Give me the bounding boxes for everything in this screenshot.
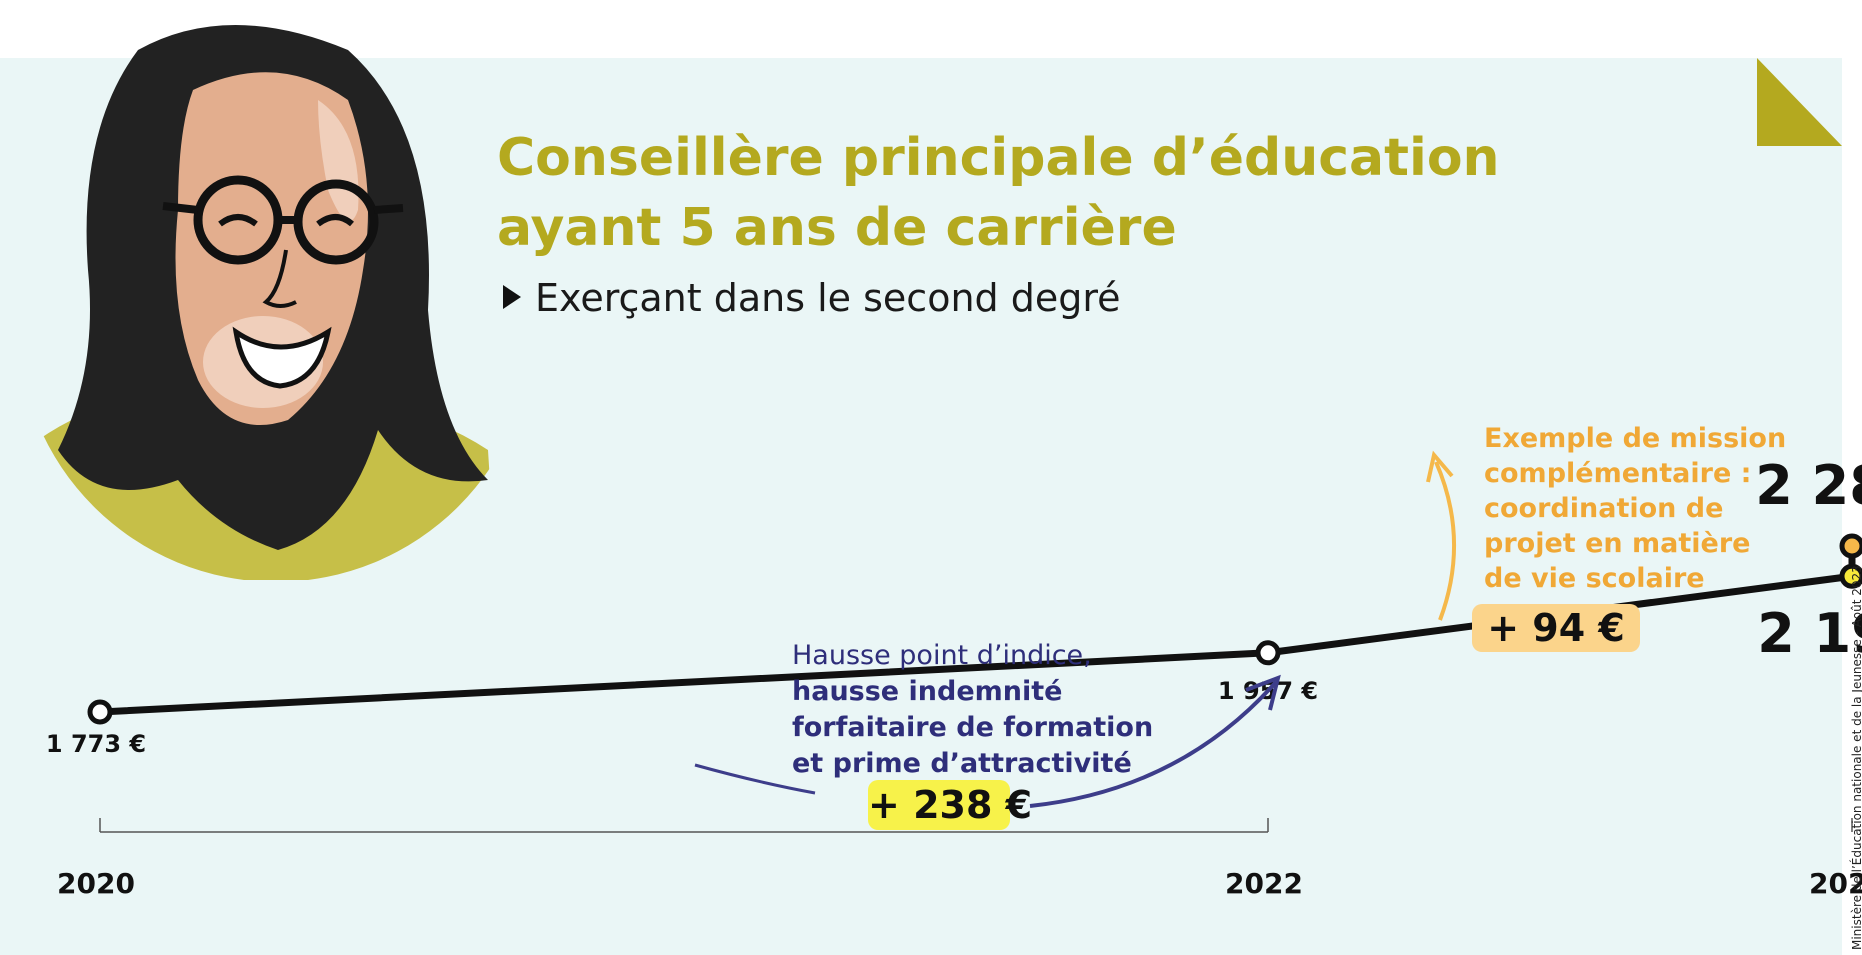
increase-arrow bbox=[694, 763, 816, 795]
increase-line-4: et prime d’attractivité bbox=[792, 748, 1132, 779]
increase-line-1: Hausse point d’indice, bbox=[792, 640, 1092, 671]
x-tick-label-2022: 2022 bbox=[1225, 867, 1303, 900]
subtitle: Exerçant dans le second degré bbox=[503, 276, 1121, 320]
play-triangle-icon bbox=[503, 285, 521, 309]
mission-line-1: Exemple de mission bbox=[1484, 423, 1787, 454]
data-point-2022 bbox=[1255, 640, 1281, 666]
mission-line-4: projet en matière bbox=[1484, 528, 1751, 559]
mission-amount-badge: + 94 € bbox=[1472, 604, 1640, 652]
data-label-2023: 2 195 € bbox=[1757, 602, 1862, 665]
mission-line-5: de vie scolaire bbox=[1484, 563, 1705, 594]
page-title: Conseillère principale d’éducation ayant… bbox=[497, 123, 1500, 263]
increase-arrow-main bbox=[1029, 680, 1278, 808]
x-tick-label-2020: 2020 bbox=[57, 867, 135, 900]
data-label-mission: 2 289 € bbox=[1755, 454, 1862, 517]
arrowhead-orange bbox=[1426, 450, 1454, 483]
x-tick-label-2023: 2023 bbox=[1809, 867, 1862, 900]
increase-amount-badge: + 238 € bbox=[868, 780, 1032, 830]
corner-fold bbox=[1757, 58, 1842, 146]
credit-text: Ministère de l’Éducation nationale et de… bbox=[1850, 565, 1862, 950]
data-point-2020 bbox=[87, 699, 113, 725]
increase-line-2: hausse indemnité bbox=[792, 676, 1063, 707]
arrowhead-blue bbox=[1245, 674, 1281, 711]
data-point-mission bbox=[1839, 533, 1862, 559]
mission-annotation: Exemple de mission complémentaire : coor… bbox=[1484, 421, 1786, 596]
data-point-2023 bbox=[1839, 563, 1862, 589]
mission-line-2: complémentaire : bbox=[1484, 458, 1752, 489]
increase-annotation: Hausse point d’indice, hausse indemnité … bbox=[792, 638, 1153, 782]
increase-line-3: forfaitaire de formation bbox=[792, 712, 1154, 743]
portrait-illustration bbox=[18, 25, 498, 580]
subtitle-text: Exerçant dans le second degré bbox=[535, 276, 1121, 320]
data-label-2020: 1 773 € bbox=[46, 730, 146, 758]
mission-line-3: coordination de bbox=[1484, 493, 1724, 524]
title-line-1: Conseillère principale d’éducation bbox=[497, 128, 1500, 188]
title-line-2: ayant 5 ans de carrière bbox=[497, 198, 1177, 258]
mission-arrow bbox=[1434, 461, 1457, 621]
